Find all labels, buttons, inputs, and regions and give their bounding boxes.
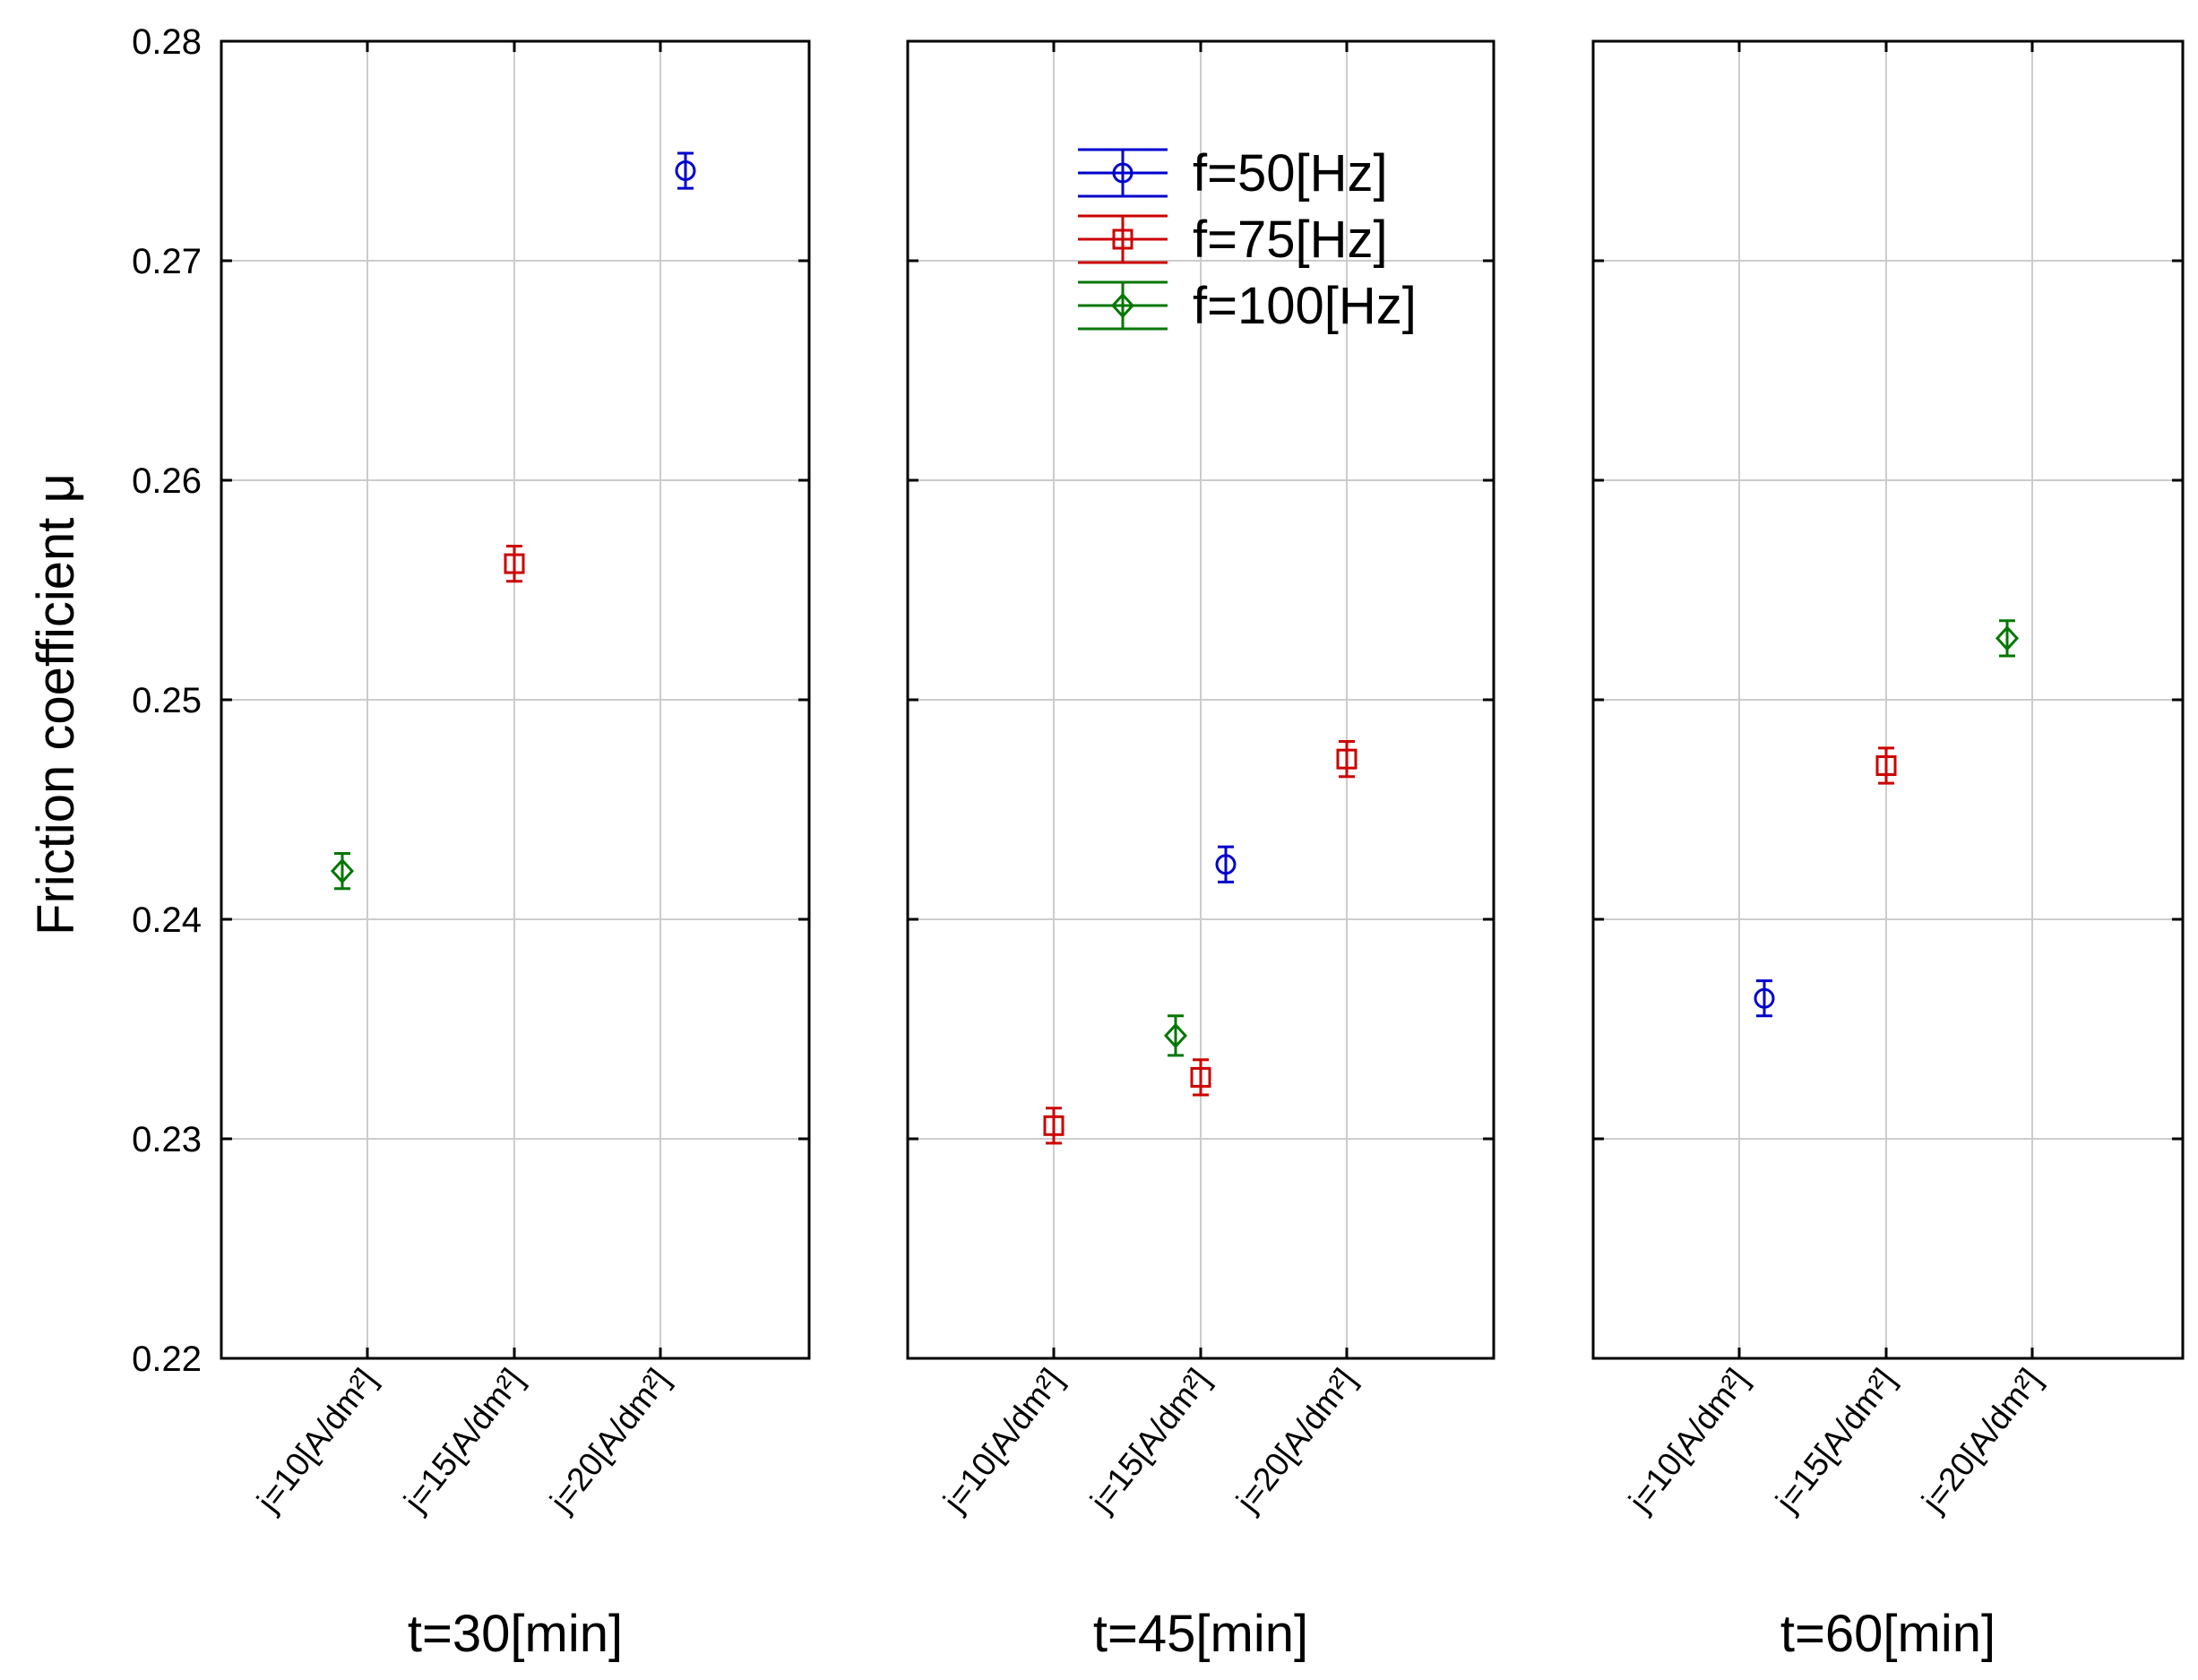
data-point	[675, 151, 696, 190]
legend-marker	[1112, 162, 1133, 184]
data-point	[1163, 1014, 1188, 1057]
error-bar	[1218, 845, 1234, 883]
legend-entry-3: f=100[Hz]	[1078, 277, 1417, 335]
y-tick-label: 0.25	[132, 681, 202, 720]
y-tick-label: 0.22	[132, 1340, 202, 1379]
legend-marker	[1112, 228, 1133, 250]
data-point	[330, 852, 355, 891]
data-point	[1190, 1058, 1211, 1097]
data-point-marker	[1875, 755, 1897, 776]
data-point	[1215, 845, 1237, 883]
error-bar	[1878, 746, 1894, 785]
legend-label: f=50[Hz]	[1193, 144, 1388, 202]
error-bar	[677, 151, 694, 190]
data-point	[1754, 979, 1775, 1018]
panel-title: t=45[min]	[1093, 1605, 1308, 1663]
y-tick-label: 0.23	[132, 1120, 202, 1159]
error-bar	[1193, 1058, 1209, 1097]
y-tick-label: 0.28	[132, 22, 202, 62]
y-axis-label: Friction coefficient μ	[27, 473, 85, 935]
legend: f=50[Hz] f=75[Hz] f=100[Hz]	[1078, 144, 1417, 335]
error-bar	[1168, 1014, 1184, 1057]
y-tick-label: 0.27	[132, 242, 202, 281]
data-point-marker	[675, 160, 696, 182]
error-bar	[506, 545, 522, 583]
data-point	[1043, 1107, 1065, 1145]
data-point-marker	[1043, 1115, 1065, 1136]
data-point	[1995, 619, 2020, 658]
legend-marker	[1110, 292, 1135, 319]
y-tick-label: 0.24	[132, 900, 202, 940]
data-point	[504, 545, 525, 583]
data-point-marker	[330, 857, 355, 884]
data-point-marker	[1995, 625, 2020, 651]
error-bar	[1046, 1107, 1062, 1145]
data-point	[1336, 740, 1358, 779]
legend-label: f=75[Hz]	[1193, 211, 1388, 269]
panel-title: t=30[min]	[408, 1605, 623, 1663]
data-point-marker	[1190, 1066, 1211, 1088]
data-point-marker	[504, 553, 525, 574]
data-point-marker	[1163, 1022, 1188, 1049]
legend-entry-1: f=50[Hz]	[1078, 144, 1388, 202]
error-bar	[1756, 979, 1772, 1018]
panel-title: t=60[min]	[1780, 1605, 1995, 1663]
data-point-marker	[1336, 748, 1358, 770]
y-tick-label: 0.26	[132, 461, 202, 501]
legend-label: f=100[Hz]	[1193, 277, 1417, 335]
data-point-marker	[1754, 987, 1775, 1009]
legend-entry-2: f=75[Hz]	[1078, 211, 1388, 269]
data-point	[1875, 746, 1897, 785]
data-point-marker	[1215, 854, 1237, 875]
error-bar	[1339, 740, 1355, 779]
